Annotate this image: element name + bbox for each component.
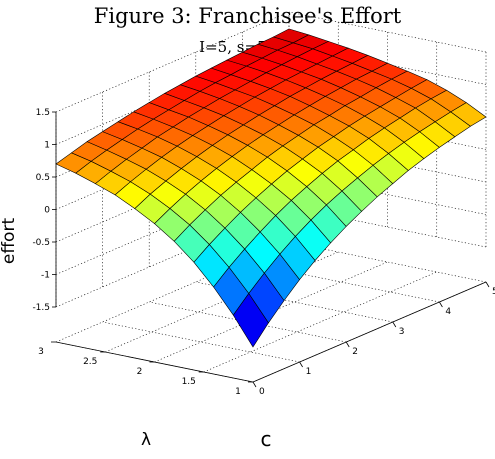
x-tick-mark (345, 341, 350, 348)
x-tick-label: 1 (306, 367, 312, 377)
x-tick-label: 2 (352, 347, 358, 357)
z-tick-label: 0.5 (36, 173, 50, 183)
x-tick-mark (392, 321, 397, 328)
z-tick-label: -0.5 (32, 238, 50, 248)
x-tick-label: 5 (492, 287, 495, 297)
z-tick-label: 0 (44, 206, 50, 216)
back-wall-gridline (55, 11, 290, 113)
y-axis-label: λ (141, 430, 151, 450)
x-tick-label: 0 (259, 387, 265, 397)
x-axis-line (252, 281, 487, 383)
floor-gridline (203, 271, 437, 373)
floor-gridline (149, 301, 347, 343)
x-tick-mark (485, 281, 490, 288)
z-tick-label: 1.5 (36, 108, 50, 118)
x-tick-label: 4 (445, 307, 451, 317)
surface-patch (450, 102, 487, 127)
z-tick-label: 1 (44, 141, 50, 151)
floor-gridline (102, 321, 300, 363)
z-tick-label: -1 (41, 271, 50, 281)
y-tick-label: 1.5 (182, 377, 196, 387)
y-tick-label: 1 (235, 387, 241, 397)
figure-caption: Figure 3: Franchisee's Effort (93, 4, 402, 28)
surface-layer (55, 28, 487, 348)
y-tick-label: 2.5 (83, 357, 97, 367)
x-axis-label: c (261, 427, 272, 451)
z-axis-label: effort (0, 218, 19, 265)
z-tick-label: -1.5 (32, 303, 50, 313)
x-tick-mark (439, 301, 443, 308)
x-tick-label: 3 (399, 327, 405, 337)
x-tick-mark (299, 361, 303, 368)
y-tick-label: 2 (137, 367, 143, 377)
x-tick-mark (252, 381, 257, 388)
tick-layer: 0 1 2 3 4 5 1 1.5 2 2.5 3 -1.5 -1 -0.5 0 0.5 1 1.5 (32, 108, 495, 397)
y-tick-label: 3 (38, 347, 44, 357)
side-wall-gridline (288, 11, 487, 53)
